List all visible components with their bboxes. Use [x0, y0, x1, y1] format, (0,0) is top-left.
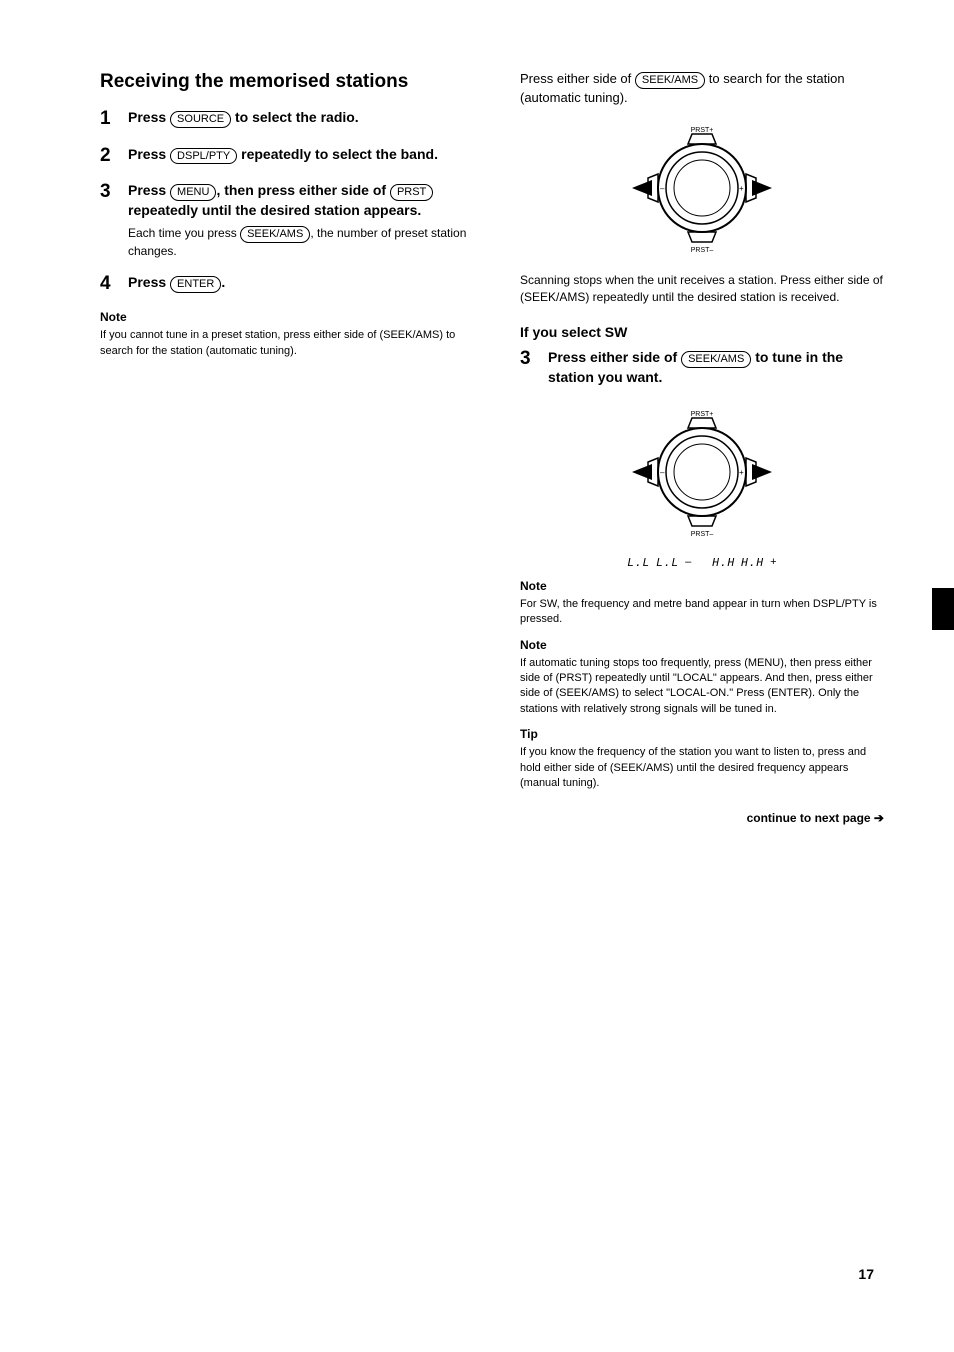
freq-minus: –: [685, 556, 691, 569]
step3-text-pre: Press: [128, 182, 170, 198]
step3-text-mid: , then press either side of: [216, 182, 390, 198]
left-title: Receiving the memorised stations: [100, 70, 490, 94]
left-step-1: 1 Press SOURCE to select the radio.: [100, 108, 490, 131]
sw-tip-head: Tip: [520, 727, 884, 741]
sw-heading: If you select SW: [520, 324, 884, 340]
rotary-dial-icon: PRST+ PRST– – +: [632, 118, 772, 258]
menu-button: MENU: [170, 184, 216, 201]
source-button: SOURCE: [170, 111, 231, 128]
dial-bottom-label: PRST–: [691, 247, 714, 254]
step-number: 1: [100, 108, 118, 131]
fm-lead-pre: Press either side of: [520, 71, 635, 86]
continue-text: continue to next page ➔: [520, 811, 884, 825]
freq-scale: L.L L.L – H.H H.H +: [520, 556, 884, 569]
fm-sub-text: Scanning stops when the unit receives a …: [520, 272, 884, 307]
step-number: 2: [100, 145, 118, 168]
sw-tip-text: If you know the frequency of the station…: [520, 745, 884, 791]
step-number: 3: [520, 348, 538, 387]
seek-ams-button: SEEK/AMS: [681, 351, 751, 368]
rotary-dial-icon: PRST+ PRST– – +: [632, 402, 772, 542]
dial-top-label: PRST+: [691, 127, 714, 134]
sw-note-head: Note: [520, 579, 884, 593]
right-sw-step-3: 3 Press either side of SEEK/AMS to tune …: [520, 348, 884, 387]
svg-text:–: –: [660, 184, 665, 193]
step-number: 4: [100, 273, 118, 296]
enter-button: ENTER: [170, 276, 221, 293]
step3-sub-pre: Each time you press: [128, 226, 240, 240]
seek-ams-button: SEEK/AMS: [240, 226, 310, 243]
freq-gap: [697, 556, 706, 569]
step1-text-post: to select the radio.: [231, 109, 359, 125]
page-edge-tab: [932, 588, 954, 630]
step2-text-post: repeatedly to select the band.: [237, 146, 438, 162]
left-step-2: 2 Press DSPL/PTY repeatedly to select th…: [100, 145, 490, 168]
left-step-3: 3 Press MENU, then press either side of …: [100, 181, 490, 259]
svg-text:–: –: [660, 468, 665, 477]
step4-text-pre: Press: [128, 274, 170, 290]
step3-text-post: repeatedly until the desired station app…: [128, 202, 421, 218]
sw-note-text-1: For SW, the frequency and metre band app…: [520, 597, 884, 628]
freq-low-1: L.L: [627, 556, 650, 569]
dial-illustration-1: PRST+ PRST– – +: [520, 118, 884, 258]
prst-button: PRST: [390, 184, 433, 201]
freq-high-1: H.H: [712, 556, 735, 569]
dspl-pty-button: DSPL/PTY: [170, 148, 237, 165]
page-number: 17: [858, 1266, 874, 1282]
dial-illustration-2: PRST+ PRST– – +: [520, 402, 884, 542]
sw-note-text-2: If automatic tuning stops too frequently…: [520, 656, 884, 718]
step1-text-pre: Press: [128, 109, 170, 125]
left-step-4: 4 Press ENTER.: [100, 273, 490, 296]
step2-text-pre: Press: [128, 146, 170, 162]
svg-text:+: +: [739, 184, 744, 193]
right-fm-lead: Press either side of SEEK/AMS to search …: [520, 70, 884, 108]
svg-text:PRST–: PRST–: [691, 531, 714, 538]
left-note-head: Note: [100, 310, 490, 324]
seek-ams-button: SEEK/AMS: [635, 72, 705, 89]
svg-text:PRST+: PRST+: [691, 411, 714, 418]
left-note-text: If you cannot tune in a preset station, …: [100, 328, 490, 359]
sw-step3-pre: Press either side of: [548, 349, 681, 365]
sw-note-head-2: Note: [520, 638, 884, 652]
freq-plus: +: [770, 556, 776, 569]
freq-high-2: H.H: [741, 556, 764, 569]
freq-low-2: L.L: [656, 556, 679, 569]
step-number: 3: [100, 181, 118, 259]
step4-text-post: .: [221, 274, 225, 290]
svg-text:+: +: [739, 468, 744, 477]
